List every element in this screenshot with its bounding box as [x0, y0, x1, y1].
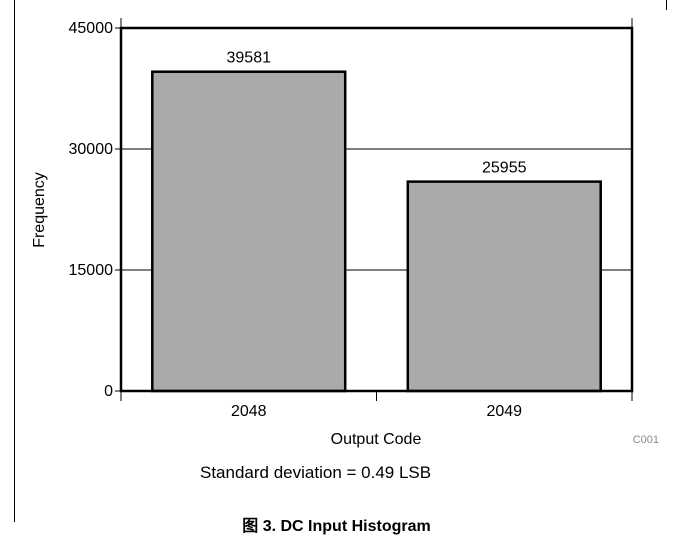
standard-deviation-note: Standard deviation = 0.49 LSB: [200, 463, 432, 482]
y-axis-title: Frequency: [31, 172, 48, 248]
y-tick-label: 15000: [69, 262, 114, 279]
x-axis-title: Output Code: [331, 431, 422, 448]
axis-ticks: [115, 18, 633, 401]
y-tick-label: 0: [104, 383, 113, 400]
x-tick-label: 2048: [231, 403, 267, 420]
figure-code-label: C001: [632, 434, 659, 446]
histogram-bar: [151, 70, 347, 393]
axis-labels: 0 15000 30000 45000 39581 2048 25955 2049: [69, 20, 527, 420]
y-tick-label: 45000: [69, 20, 114, 37]
page-frame-left-rule: [14, 0, 15, 522]
bar-data-label: 39581: [227, 50, 272, 67]
figure-caption: 图 3. DC Input Histogram: [242, 518, 431, 535]
x-tick-label: 2049: [486, 403, 522, 420]
y-tick-label: 30000: [69, 141, 114, 158]
histogram-bar: [406, 180, 602, 393]
bars: [151, 70, 602, 393]
page-frame-right-rule: [666, 0, 667, 10]
bar-data-label: 25955: [482, 160, 527, 177]
